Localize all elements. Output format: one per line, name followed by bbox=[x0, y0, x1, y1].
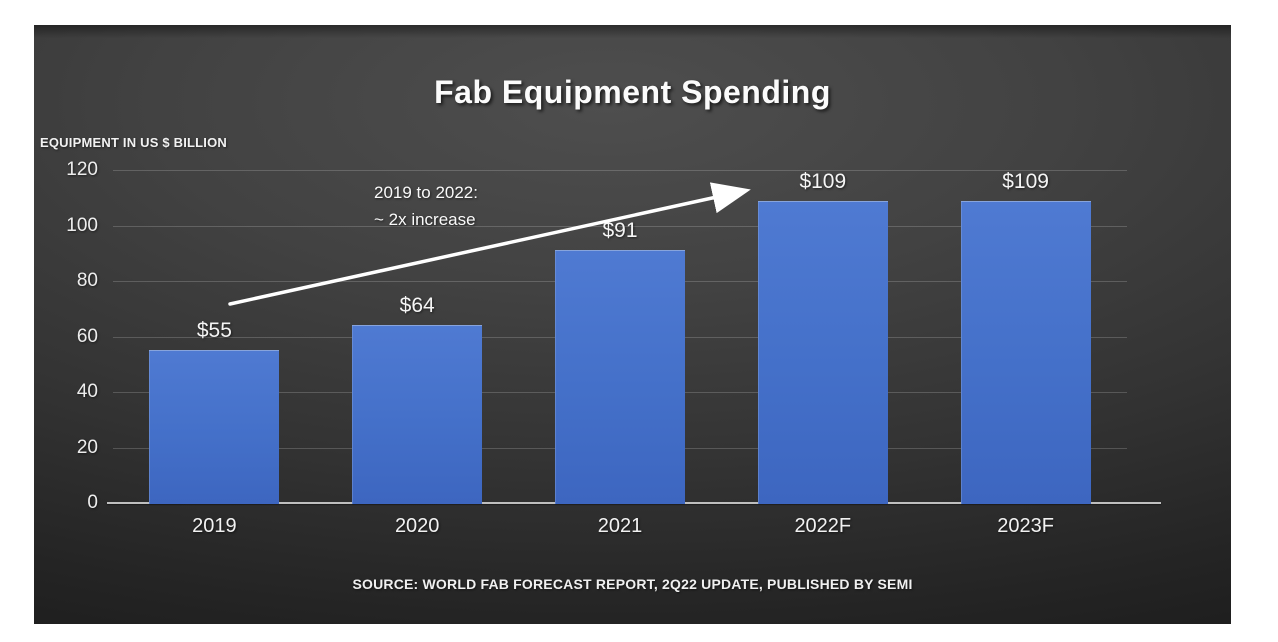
y-tick-label-100: 100 bbox=[66, 214, 98, 236]
x-axis-label-2023F: 2023F bbox=[997, 515, 1054, 537]
bar-2019 bbox=[149, 350, 280, 504]
y-tick-label-120: 120 bbox=[66, 159, 98, 180]
source-caption: SOURCE: WORLD FAB FORECAST REPORT, 2Q22 … bbox=[352, 576, 913, 592]
y-tick-label-0: 0 bbox=[87, 492, 98, 513]
bar-value-label-2020: $64 bbox=[399, 294, 435, 318]
bar-value-label-2019: $55 bbox=[196, 319, 232, 343]
bar-value-label-2021: $91 bbox=[602, 219, 638, 243]
gridline-120 bbox=[113, 170, 1127, 171]
annotation-line-2: ~ 2x increase bbox=[374, 210, 476, 229]
y-tick-label-40: 40 bbox=[76, 381, 98, 402]
annotation-text: 2019 to 2022: ~ 2x increase bbox=[374, 179, 478, 233]
y-tick-label-20: 20 bbox=[76, 436, 98, 458]
y-tick-label-80: 80 bbox=[76, 270, 98, 291]
bar-2021 bbox=[555, 250, 685, 504]
x-axis-label-2019: 2019 bbox=[192, 515, 237, 537]
bar-value-label-2023F: $109 bbox=[1002, 169, 1049, 193]
x-axis-label-2021: 2021 bbox=[597, 515, 643, 537]
x-axis-label-2020: 2020 bbox=[394, 515, 440, 537]
bar-2022F bbox=[757, 200, 888, 504]
bar-value-label-2022F: $109 bbox=[799, 169, 847, 193]
annotation-line-1: 2019 to 2022: bbox=[374, 183, 478, 202]
y-tick-label-60: 60 bbox=[76, 325, 98, 347]
chart-title: Fab Equipment Spending bbox=[434, 74, 831, 111]
y-axis-title: EQUIPMENT IN US $ BILLION bbox=[40, 135, 228, 150]
x-axis-label-2022F: 2022F bbox=[794, 515, 852, 537]
bar-2023F bbox=[960, 200, 1091, 504]
slide-canvas: Fab Equipment Spending EQUIPMENT IN US $… bbox=[34, 25, 1231, 624]
bar-2020 bbox=[352, 325, 483, 504]
